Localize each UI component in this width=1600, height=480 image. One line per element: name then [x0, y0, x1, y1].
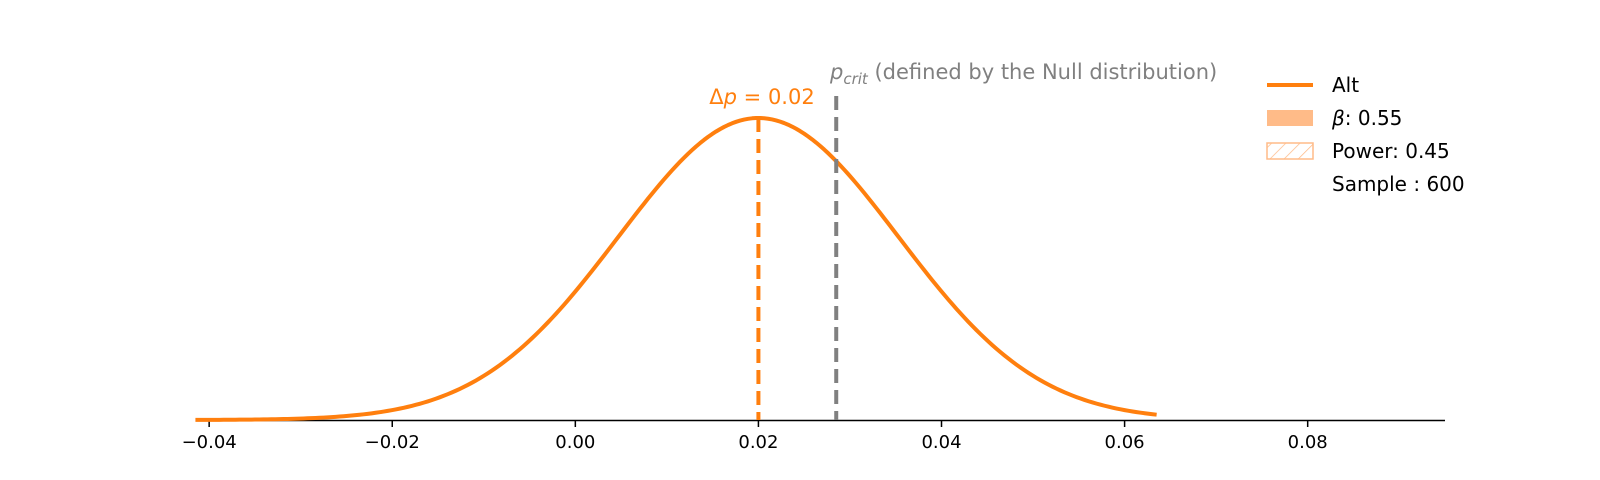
x-tick-label: −0.02 [365, 432, 420, 453]
x-tick-label: 0.02 [738, 432, 778, 453]
delta-symbol: Δ [709, 85, 724, 109]
delta-var: p [723, 85, 737, 109]
x-ticks: −0.04 −0.02 0.00 0.02 0.04 0.06 0.08 [182, 420, 1328, 453]
x-tick-label: 0.06 [1105, 432, 1145, 453]
pcrit-description: (defined by the Null distribution) [868, 60, 1217, 84]
legend-power-swatch [1266, 142, 1314, 160]
pcrit-annotation: pcrit (defined by the Null distribution) [829, 60, 1217, 88]
delta-value: = 0.02 [737, 85, 815, 109]
legend-beta-swatch [1267, 110, 1313, 126]
legend-alt-label: Alt [1332, 73, 1359, 97]
legend-beta-label: β: 0.55 [1331, 106, 1402, 130]
legend-sample-label: Sample : 600 [1332, 172, 1465, 196]
pcrit-var: p [829, 60, 843, 84]
x-tick-label: 0.08 [1288, 432, 1328, 453]
legend-beta-symbol: β [1331, 106, 1345, 130]
legend: Alt β: 0.55 Power: 0.45 Sample : 600 [1266, 73, 1465, 196]
legend-power-label: Power: 0.45 [1332, 139, 1450, 163]
pcrit-sub: crit [843, 70, 869, 88]
x-tick-label: −0.04 [182, 432, 237, 453]
x-tick-label: 0.00 [555, 432, 595, 453]
delta-annotation: Δp = 0.02 [709, 85, 814, 109]
x-tick-label: 0.04 [921, 432, 961, 453]
legend-beta-value: : 0.55 [1345, 106, 1403, 130]
alt-curve [195, 116, 1157, 422]
